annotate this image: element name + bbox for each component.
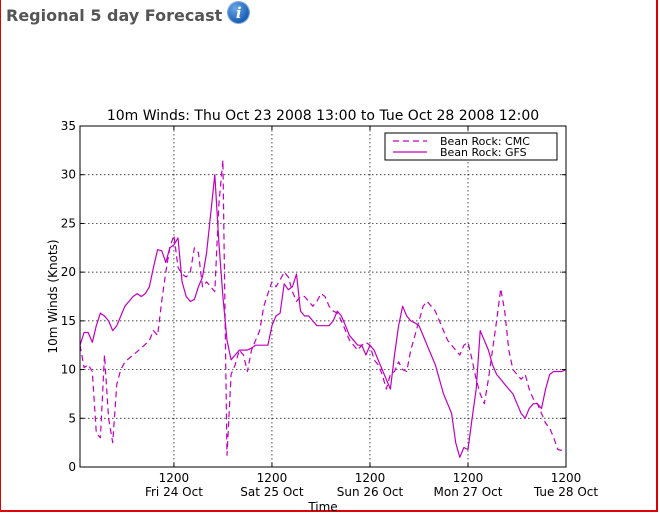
y-tick-label: 20 (61, 265, 76, 279)
y-tick-label: 25 (61, 216, 76, 230)
x-tick-time-label: 1200 (257, 471, 288, 485)
x-tick-date-label: Sat 25 Oct (240, 485, 304, 499)
y-tick-label: 5 (68, 411, 76, 425)
panel-header: Regional 5 day Forecast i (6, 2, 250, 25)
y-axis-label: 10m Winds (Knots) (46, 239, 60, 353)
x-axis-label: Time (307, 500, 337, 514)
x-tick-time-label: 1200 (453, 471, 484, 485)
grid-lines (80, 126, 566, 467)
y-tick-label: 0 (68, 460, 76, 474)
x-tick-date-label: Fri 24 Oct (145, 485, 203, 499)
series-lines (79, 159, 567, 458)
chart-title: 10m Winds: Thu Oct 23 2008 13:00 to Tue … (107, 108, 539, 124)
series-line-cmc (79, 159, 566, 456)
x-tick-time-label: 1200 (355, 471, 386, 485)
x-tick-time-label: 1200 (551, 471, 582, 485)
y-tick-label: 15 (61, 314, 76, 328)
x-tick-date-label: Tue 28 Oct (533, 485, 598, 499)
info-icon[interactable]: i (228, 2, 250, 23)
legend-label: Bean Rock: GFS (440, 146, 527, 159)
x-tick-time-label: 1200 (159, 471, 190, 485)
series-line-gfs (79, 174, 567, 458)
panel-title: Regional 5 day Forecast (6, 6, 223, 25)
y-tick-label: 10 (61, 363, 76, 377)
x-tick-date-label: Mon 27 Oct (434, 485, 503, 499)
plot-area-border (79, 125, 567, 468)
x-tick-date-label: Sun 26 Oct (337, 485, 404, 499)
legend-box (384, 132, 558, 161)
legend-label: Bean Rock: CMC (440, 135, 530, 148)
y-tick-label: 35 (61, 119, 76, 133)
y-tick-label: 30 (61, 168, 76, 182)
